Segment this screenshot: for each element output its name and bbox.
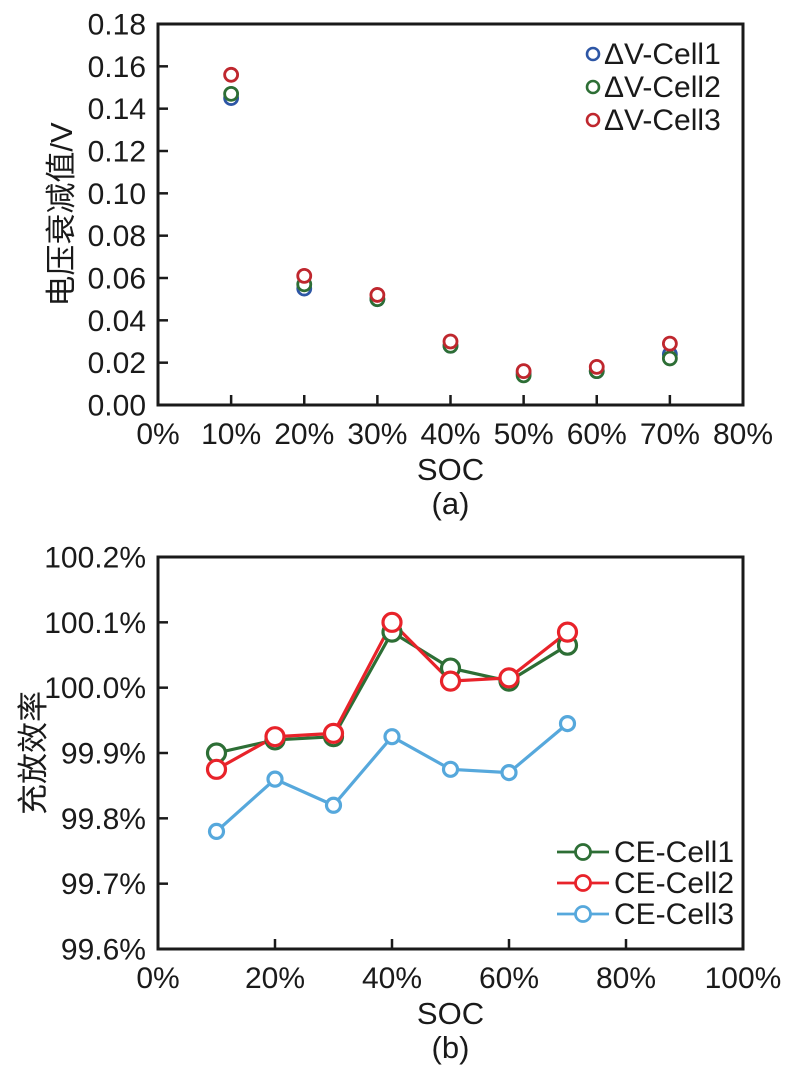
y-tick-label: 0.06 — [88, 263, 146, 296]
y-tick-label: 99.7% — [61, 868, 146, 901]
y-tick-label: 99.9% — [61, 738, 146, 771]
data-point-CE-Cell3 — [441, 760, 460, 778]
chart-caption-a: (a) — [432, 486, 470, 521]
x-tick-label: 20% — [274, 418, 334, 451]
y-tick-label: 100.2% — [44, 542, 146, 575]
legend-label: CE-Cell1 — [614, 836, 734, 869]
y-tick-label: 100.1% — [44, 607, 146, 640]
data-point-CE-Cell2 — [439, 670, 462, 692]
legend-marker-icon — [574, 843, 592, 861]
x-tick-label: 80% — [596, 962, 656, 995]
legend-label: ΔV-Cell2 — [604, 71, 721, 104]
data-point-ΔV-Cell3 — [442, 333, 459, 350]
legend-label: CE-Cell2 — [614, 867, 734, 900]
x-tick-label: 10% — [201, 418, 261, 451]
legend-label: CE-Cell3 — [614, 898, 734, 931]
y-tick-label: 0.00 — [88, 390, 146, 423]
data-point-ΔV-Cell3 — [369, 287, 386, 303]
data-point-CE-Cell2 — [381, 611, 403, 633]
y-tick-label: 0.04 — [88, 305, 146, 338]
y-tick-label: 100.0% — [44, 672, 146, 705]
legend-label: ΔV-Cell1 — [604, 38, 721, 71]
y-tick-label: 0.10 — [88, 178, 146, 211]
legend-marker-icon — [585, 112, 601, 128]
x-tick-label: 50% — [494, 418, 554, 451]
y-tick-label: 0.16 — [88, 51, 146, 84]
data-point-ΔV-Cell3 — [515, 363, 532, 380]
data-point-CE-Cell3 — [207, 822, 226, 841]
x-axis-label-b: SOC — [417, 996, 484, 1031]
x-tick-label: 80% — [713, 418, 773, 451]
y-axis-label-a: 电压衰减值/V — [44, 122, 79, 307]
y-tick-label: 0.08 — [88, 220, 146, 253]
x-tick-label: 40% — [420, 418, 480, 451]
legend-item-ΔV-Cell2: ΔV-Cell2 — [585, 71, 721, 104]
x-tick-label: 70% — [640, 418, 700, 451]
data-point-CE-Cell3 — [324, 796, 343, 814]
x-axis-label-a: SOC — [417, 452, 484, 487]
data-point-ΔV-Cell2 — [661, 350, 678, 367]
data-point-CE-Cell3 — [558, 714, 577, 733]
plot-border-b — [156, 555, 745, 951]
data-point-CE-Cell2 — [498, 667, 520, 689]
data-point-ΔV-Cell3 — [661, 335, 678, 352]
data-point-CE-Cell2 — [205, 758, 228, 780]
legend-item-ΔV-Cell1: ΔV-Cell1 — [585, 38, 721, 71]
y-tick-label: 99.8% — [61, 803, 146, 836]
x-tick-label: 0% — [136, 418, 179, 451]
x-tick-label: 40% — [362, 962, 422, 995]
x-tick-label: 60% — [567, 418, 627, 451]
x-tick-label: 30% — [347, 418, 407, 451]
legend-item-CE-Cell3: CE-Cell3 — [557, 898, 734, 931]
data-point-CE-Cell3 — [383, 728, 401, 746]
y-tick-label: 0.02 — [88, 347, 146, 380]
data-point-CE-Cell2 — [264, 726, 286, 748]
x-tick-label: 100% — [705, 962, 782, 995]
data-point-ΔV-Cell3 — [296, 267, 313, 284]
chart-b: 99.6% 99.7% 99.8% 99.9% 100.0% 100.1% 100.2% 0%… — [16, 542, 781, 1066]
data-point-CE-Cell3 — [266, 770, 284, 788]
legend-item-CE-Cell1: CE-Cell1 — [557, 836, 734, 869]
x-tick-label: 60% — [479, 962, 539, 995]
legend-marker-icon — [574, 874, 592, 892]
data-point-ΔV-Cell3 — [588, 358, 605, 375]
data-point-ΔV-Cell3 — [223, 66, 240, 83]
legend-marker-icon — [574, 905, 592, 923]
legend-marker-icon — [585, 46, 601, 62]
legend-item-CE-Cell2: CE-Cell2 — [557, 867, 734, 900]
chart-caption-b: (b) — [432, 1030, 470, 1065]
data-point-ΔV-Cell2 — [223, 85, 240, 102]
legend-item-ΔV-Cell3: ΔV-Cell3 — [585, 104, 721, 137]
legend-marker-icon — [585, 79, 601, 95]
y-axis-label-b: 充放效率 — [16, 691, 51, 815]
data-point-CE-Cell2 — [322, 722, 345, 745]
y-tick-label: 0.12 — [88, 136, 146, 169]
data-point-CE-Cell2 — [556, 621, 579, 643]
legend-label: ΔV-Cell3 — [604, 104, 721, 137]
y-tick-label: 0.14 — [88, 93, 146, 126]
x-tick-label: 20% — [245, 962, 305, 995]
y-tick-label: 0.18 — [88, 9, 146, 42]
y-tick-label: 99.6% — [61, 934, 146, 967]
data-point-CE-Cell3 — [500, 763, 518, 782]
x-tick-label: 0% — [136, 962, 179, 995]
chart-a: 0.00 0.02 0.04 0.06 0.08 0.10 0.12 0.14 0.16 0.18… — [44, 9, 773, 522]
